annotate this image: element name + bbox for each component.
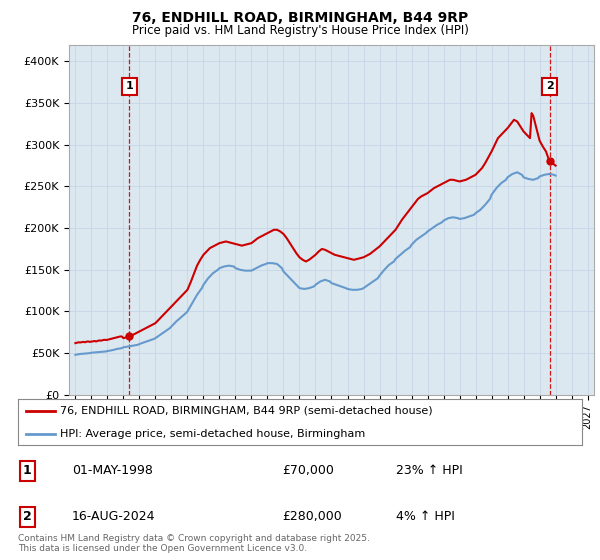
Text: Contains HM Land Registry data © Crown copyright and database right 2025.
This d: Contains HM Land Registry data © Crown c… [18,534,370,553]
Text: Price paid vs. HM Land Registry's House Price Index (HPI): Price paid vs. HM Land Registry's House … [131,24,469,36]
Text: HPI: Average price, semi-detached house, Birmingham: HPI: Average price, semi-detached house,… [60,429,365,438]
Text: 76, ENDHILL ROAD, BIRMINGHAM, B44 9RP: 76, ENDHILL ROAD, BIRMINGHAM, B44 9RP [132,11,468,25]
Text: 1: 1 [125,81,133,91]
Text: 23% ↑ HPI: 23% ↑ HPI [396,464,463,478]
Text: 2: 2 [23,510,31,524]
Text: £280,000: £280,000 [282,510,342,524]
Text: 76, ENDHILL ROAD, BIRMINGHAM, B44 9RP (semi-detached house): 76, ENDHILL ROAD, BIRMINGHAM, B44 9RP (s… [60,406,433,416]
Text: 16-AUG-2024: 16-AUG-2024 [72,510,155,524]
Text: 01-MAY-1998: 01-MAY-1998 [72,464,153,478]
Text: £70,000: £70,000 [282,464,334,478]
Text: 1: 1 [23,464,31,478]
Text: 2: 2 [545,81,553,91]
Text: 4% ↑ HPI: 4% ↑ HPI [396,510,455,524]
